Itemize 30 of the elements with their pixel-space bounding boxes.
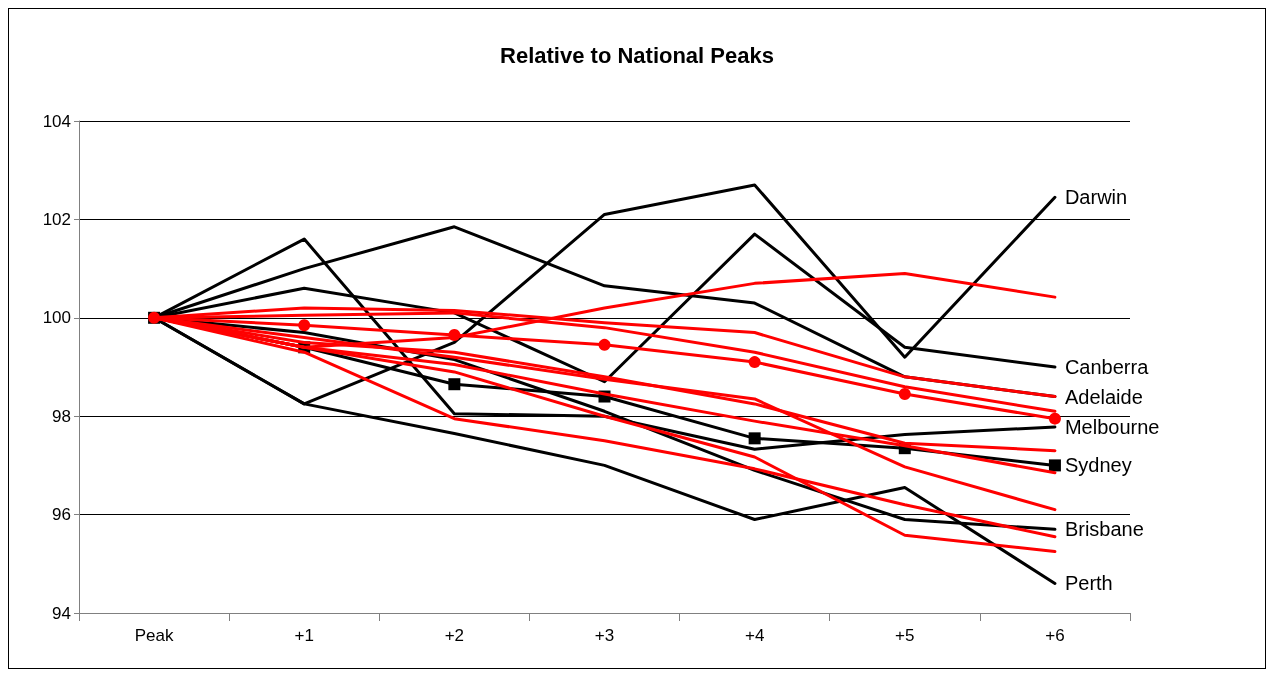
series-label: Melbourne (1064, 416, 1160, 439)
x-tick-label: +6 (1045, 626, 1065, 645)
x-tick-label: +5 (895, 626, 915, 645)
y-tick-label: 104 (42, 111, 71, 131)
x-tick-label: +2 (444, 626, 465, 645)
series-label: Sydney (1064, 454, 1132, 477)
series-label: Adelaide (1064, 385, 1143, 408)
point (748, 356, 761, 369)
x-tick-label: +4 (744, 626, 765, 645)
y-tick-label: 102 (42, 209, 71, 229)
x-tick-label: +1 (294, 626, 314, 645)
y-tick-label: 100 (42, 308, 71, 328)
point (448, 329, 461, 342)
point (298, 319, 311, 332)
y-tick-label: 98 (52, 406, 71, 426)
y-tick-label: 94 (52, 603, 71, 623)
y-tick-label: 96 (52, 505, 71, 525)
x-tick-label: +3 (594, 626, 615, 645)
point (598, 338, 611, 351)
point (1048, 459, 1061, 472)
x-tick-label: Peak (134, 626, 174, 645)
series-label: Darwin (1064, 186, 1128, 209)
point (448, 378, 461, 391)
series-label: Perth (1064, 572, 1113, 595)
point (748, 432, 761, 445)
point (1048, 412, 1061, 425)
series-label: Brisbane (1064, 518, 1144, 541)
series-label: Canberra (1064, 356, 1150, 378)
chart-title: Relative to National Peaks (500, 42, 774, 68)
point (898, 388, 911, 401)
